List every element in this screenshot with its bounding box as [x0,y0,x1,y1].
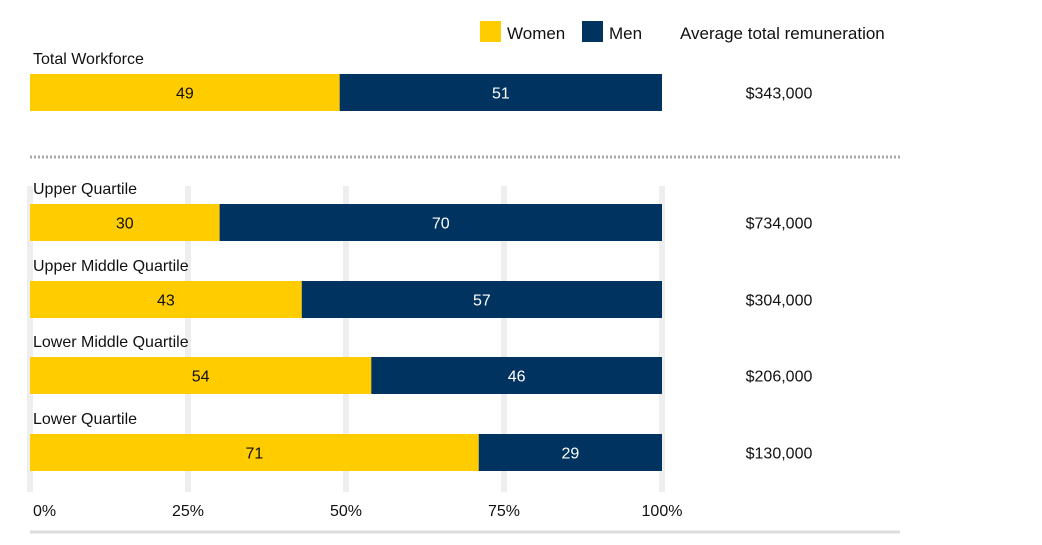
row-label-total-workforce: Total Workforce [33,51,144,68]
bar-women-upper-quartile [30,204,220,241]
row-label-upper-middle-quartile: Upper Middle Quartile [33,258,189,275]
gridline-25 [185,186,191,492]
x-tick-label-75: 75% [488,503,520,520]
bar-label-women-upper-quartile: 30 [116,216,134,233]
row-label-lower-middle-quartile: Lower Middle Quartile [33,334,189,351]
x-tick-label-25: 25% [172,503,204,520]
x-tick-label-100: 100% [642,503,683,520]
gridline-50 [343,186,349,492]
bar-label-women-lower-quartile: 71 [245,446,263,463]
bar-label-men-lower-middle-quartile: 46 [508,369,526,386]
bar-women-upper-middle-quartile [30,281,302,318]
row-label-upper-quartile: Upper Quartile [33,181,137,198]
bar-women-lower-quartile [30,434,479,471]
remuneration-lower-middle-quartile: $206,000 [746,369,813,386]
remuneration-lower-quartile: $130,000 [746,446,813,463]
bar-men-lower-quartile [478,434,662,471]
bar-men-lower-middle-quartile [371,357,662,394]
bar-men-upper-quartile [219,204,662,241]
remuneration-total-workforce: $343,000 [746,86,813,103]
bar-label-women-upper-middle-quartile: 43 [157,293,175,310]
bar-women-lower-middle-quartile [30,357,372,394]
x-tick-label-50: 50% [330,503,362,520]
legend-label-women: Women [507,24,565,43]
x-tick-label-0: 0% [33,503,56,520]
row-label-lower-quartile: Lower Quartile [33,411,137,428]
bar-label-men-total-workforce: 51 [492,86,510,103]
remuneration-upper-quartile: $734,000 [746,216,813,233]
bar-label-men-lower-quartile: 29 [561,446,579,463]
legend-label-men: Men [609,24,642,43]
gridline-100 [659,186,665,492]
gridline-75 [501,186,507,492]
legend-swatch-women [480,21,501,42]
remuneration-column-title: Average total remuneration [680,24,885,43]
legend-swatch-men [582,21,603,42]
bar-men-total-workforce [339,74,662,111]
gridline-0 [27,186,33,492]
bar-label-men-upper-quartile: 70 [432,216,450,233]
bar-label-men-upper-middle-quartile: 57 [473,293,491,310]
bar-men-upper-middle-quartile [301,281,662,318]
bar-women-total-workforce [30,74,340,111]
remuneration-upper-middle-quartile: $304,000 [746,293,813,310]
bar-label-women-lower-middle-quartile: 54 [192,369,210,386]
bar-label-women-total-workforce: 49 [176,86,194,103]
